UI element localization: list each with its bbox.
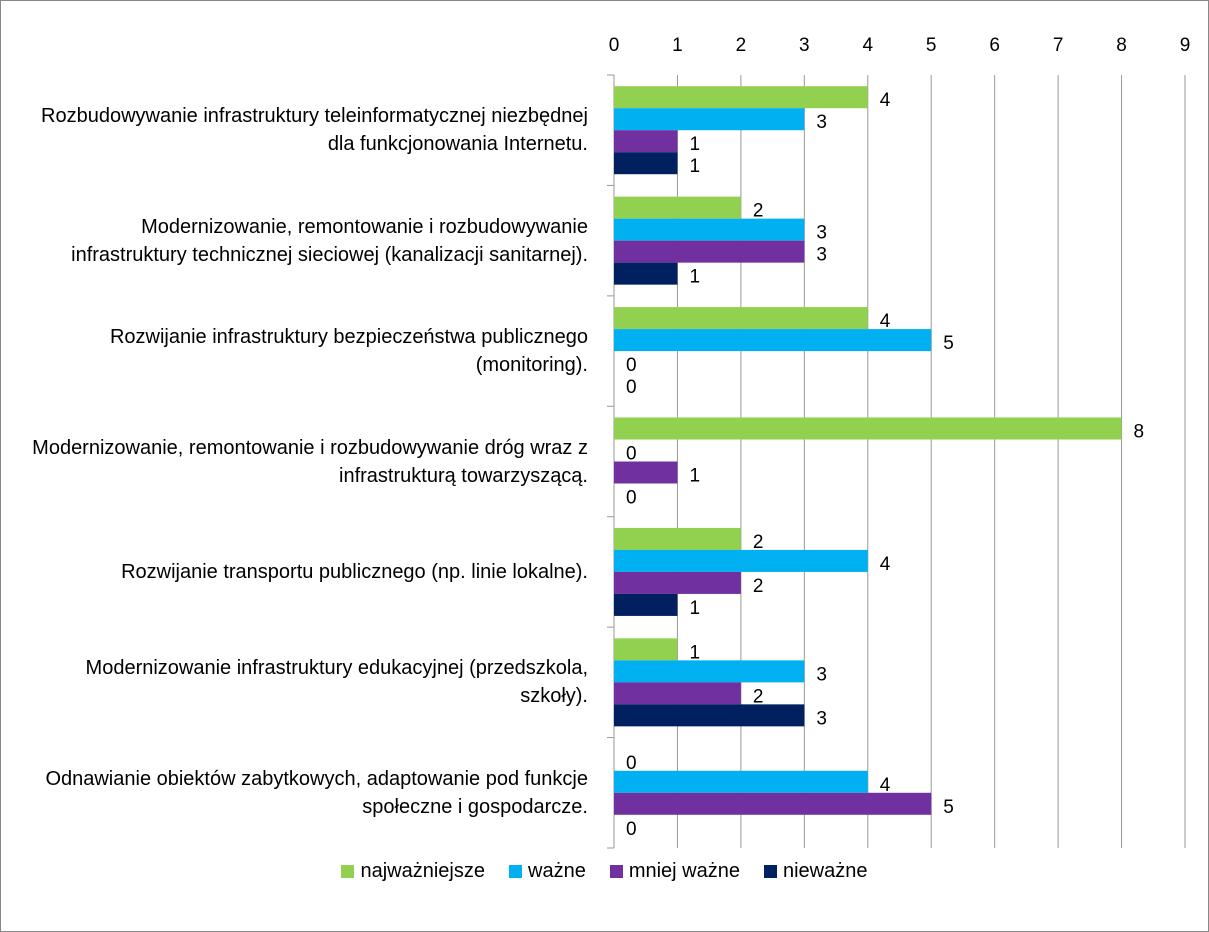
legend-item: ważne: [509, 860, 586, 883]
data-label: 3: [816, 112, 827, 133]
data-label: 2: [753, 532, 764, 553]
data-label: 0: [626, 377, 637, 398]
category-label: Rozwijanie transportu publicznego (np. l…: [121, 560, 588, 583]
data-label: 4: [880, 554, 891, 575]
legend-label: nieważne: [782, 860, 868, 882]
x-tick-label: 3: [799, 35, 810, 56]
data-label: 1: [689, 134, 700, 155]
bar: [614, 571, 741, 594]
bar: [614, 262, 678, 285]
category-label: Modernizowanie infrastruktury edukacyjne…: [85, 657, 588, 708]
data-label: 0: [626, 753, 637, 774]
legend-item: najważniejsze: [341, 860, 485, 883]
data-label: 5: [943, 797, 954, 818]
bar: [614, 417, 1122, 440]
data-label: 1: [689, 598, 700, 619]
bar: [614, 240, 805, 263]
bar: [614, 549, 868, 572]
bar: [614, 660, 805, 683]
bar: [614, 638, 678, 661]
x-tick-label: 7: [1053, 35, 1064, 56]
data-label: 3: [816, 223, 827, 244]
data-label: 2: [753, 686, 764, 707]
x-tick-label: 5: [926, 35, 937, 56]
data-label: 0: [626, 355, 637, 376]
data-label: 5: [943, 333, 954, 354]
data-label: 3: [816, 664, 827, 685]
bar: [614, 770, 868, 793]
bar: [614, 593, 678, 616]
bar: [614, 461, 678, 484]
bar: [614, 682, 741, 705]
bar: [614, 152, 678, 175]
bar: [614, 196, 741, 219]
data-label: 1: [689, 156, 700, 177]
data-label: 3: [816, 245, 827, 266]
bar: [614, 218, 805, 241]
category-label: Modernizowanie, remontowanie i rozbudowy…: [71, 215, 588, 266]
x-tick-label: 0: [609, 35, 620, 56]
legend-swatch: [609, 865, 623, 878]
category-label: Rozwijanie infrastruktury bezpieczeństwa…: [109, 326, 588, 377]
data-label: 0: [626, 444, 637, 465]
x-tick-label: 4: [862, 35, 873, 56]
x-tick-label: 8: [1116, 35, 1127, 56]
category-label: Odnawianie obiektów zabytkowych, adaptow…: [45, 767, 588, 818]
legend: najważniejsze ważne mniej ważne nieważne: [0, 860, 1209, 883]
category-label: Modernizowanie, remontowanie i rozbudowy…: [32, 436, 588, 487]
legend-item: nieważne: [763, 860, 868, 883]
bar: [614, 329, 932, 352]
legend-label: mniej ważne: [628, 860, 740, 882]
bar: [614, 108, 805, 131]
x-tick-label: 9: [1180, 35, 1191, 56]
data-label: 0: [626, 488, 637, 509]
bar: [614, 792, 932, 815]
data-label: 2: [753, 576, 764, 597]
category-label: Rozbudowywanie infrastruktury teleinform…: [41, 105, 588, 156]
data-label: 1: [689, 642, 700, 663]
x-tick-label: 1: [672, 35, 683, 56]
data-label: 2: [753, 201, 764, 222]
data-label: 3: [816, 708, 827, 729]
legend-label: ważne: [528, 860, 586, 882]
data-label: 4: [880, 311, 891, 332]
data-label: 0: [626, 819, 637, 840]
bar: [614, 704, 805, 727]
bar: [614, 130, 678, 153]
data-label: 1: [689, 466, 700, 487]
legend-item: mniej ważne: [609, 860, 740, 883]
legend-label: najważniejsze: [360, 860, 485, 882]
legend-swatch: [509, 865, 522, 878]
legend-swatch: [763, 865, 777, 878]
bar: [614, 86, 868, 109]
legend-swatch: [341, 865, 355, 878]
x-tick-label: 6: [989, 35, 1000, 56]
data-label: 1: [689, 267, 700, 288]
data-label: 4: [880, 90, 891, 111]
bar: [614, 307, 868, 330]
x-tick-label: 2: [736, 35, 747, 56]
data-label: 8: [1134, 422, 1145, 443]
bar: [614, 527, 741, 550]
data-label: 4: [880, 775, 891, 796]
